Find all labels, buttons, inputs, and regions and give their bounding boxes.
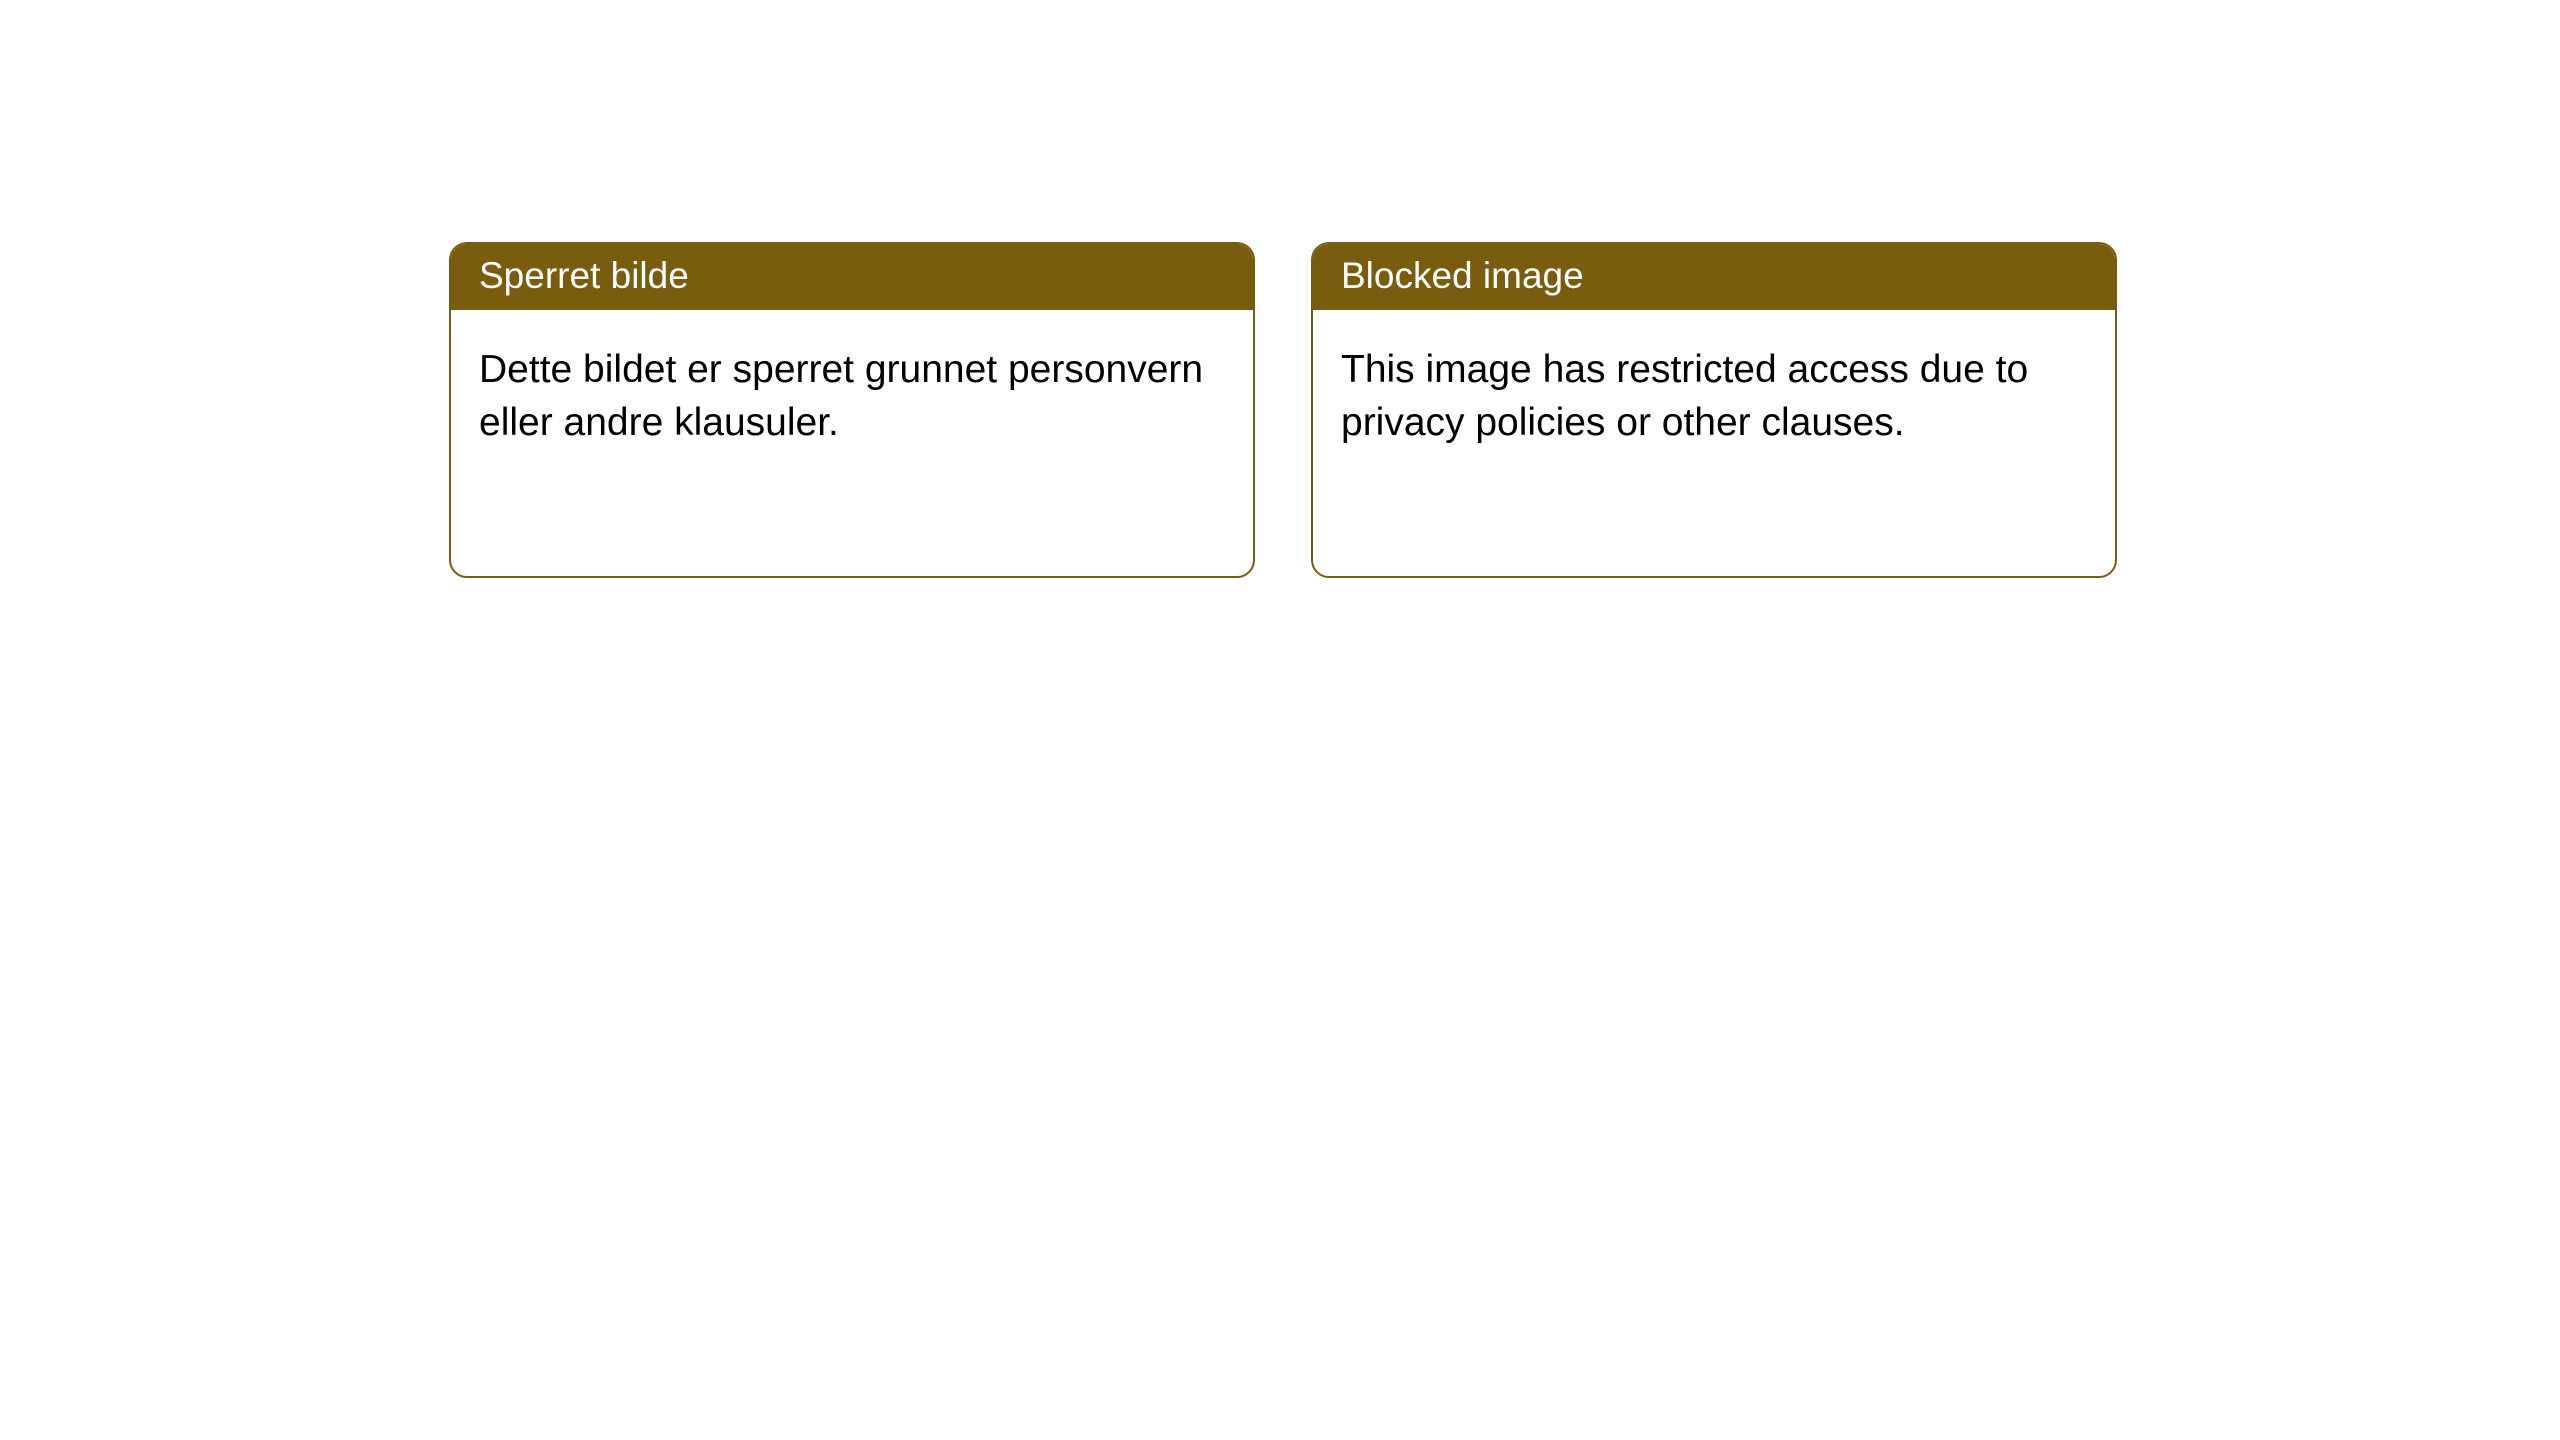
notice-title-norwegian: Sperret bilde [451, 244, 1253, 310]
notice-card-norwegian: Sperret bilde Dette bildet er sperret gr… [449, 242, 1255, 578]
notice-card-english: Blocked image This image has restricted … [1311, 242, 2117, 578]
notice-body-english: This image has restricted access due to … [1313, 310, 2115, 483]
notice-title-english: Blocked image [1313, 244, 2115, 310]
notice-container: Sperret bilde Dette bildet er sperret gr… [0, 0, 2560, 578]
notice-body-norwegian: Dette bildet er sperret grunnet personve… [451, 310, 1253, 483]
